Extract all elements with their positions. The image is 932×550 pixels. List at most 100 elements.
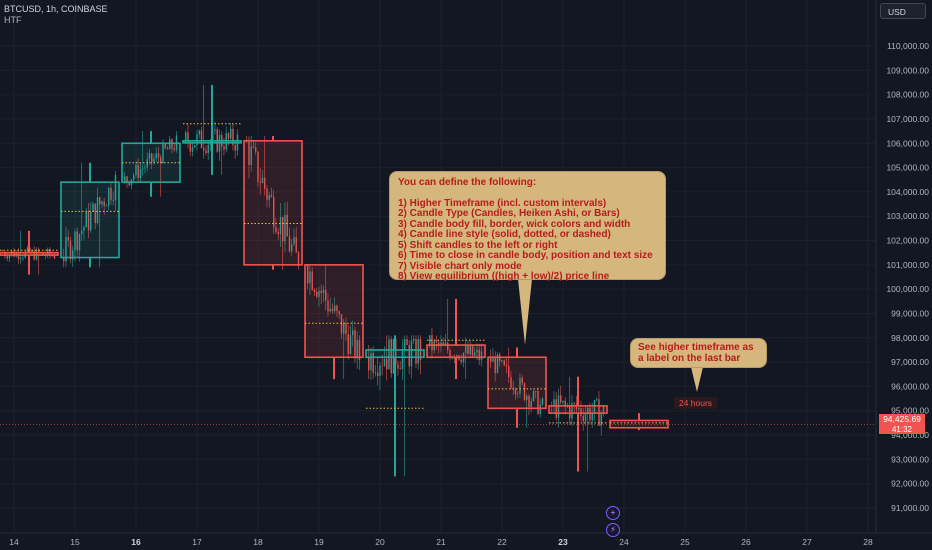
callout-line: 4) Candle line style (solid, dotted, or … xyxy=(398,229,611,240)
plus-circle-icon[interactable]: + xyxy=(606,506,620,520)
hourly-candle xyxy=(381,365,383,367)
hourly-candle xyxy=(87,211,90,231)
hourly-candle xyxy=(103,201,105,206)
y-tick-label: 109,000.00 xyxy=(886,65,929,75)
hourly-candle xyxy=(465,345,467,353)
hourly-candle xyxy=(580,408,582,416)
hourly-candle xyxy=(492,356,494,362)
y-tick-label: 92,000.00 xyxy=(891,479,929,489)
hourly-candle xyxy=(282,216,284,242)
y-tick-label: 100,000.00 xyxy=(886,284,929,294)
hourly-candle xyxy=(349,335,352,354)
callout-line: 6) Time to close in candle body, positio… xyxy=(398,250,653,261)
hourly-candle xyxy=(368,357,370,371)
hourly-candle xyxy=(6,256,8,259)
time-axis: 14 15 16 17 18 19 20 21 22 23 24 25 26 27 28 xyxy=(9,537,873,547)
y-tick-label: 93,000.00 xyxy=(891,454,929,464)
hourly-candle xyxy=(126,176,128,182)
hourly-candle xyxy=(390,339,392,374)
y-tick-label: 103,000.00 xyxy=(886,211,929,221)
hourly-candle xyxy=(410,340,413,367)
hourly-candle xyxy=(444,342,447,345)
chart-event-icons: + ⚡ xyxy=(606,506,620,540)
hourly-candle xyxy=(78,234,81,251)
hourly-candle xyxy=(469,345,471,355)
hourly-candle xyxy=(273,196,275,228)
hourly-candle xyxy=(480,351,483,361)
htf-candle-body xyxy=(548,405,608,414)
hourly-candle xyxy=(275,227,277,233)
hourly-candle xyxy=(460,359,462,363)
x-tick-label: 15 xyxy=(70,537,80,547)
hourly-candle xyxy=(539,404,541,415)
hourly-candle xyxy=(596,399,598,401)
hourly-candle xyxy=(286,214,288,237)
hourly-candle xyxy=(530,400,532,408)
hourly-candle xyxy=(575,403,578,410)
last-price-tag: 94,425.69 41:32 xyxy=(879,414,925,434)
callout-pointer xyxy=(691,367,703,392)
hourly-candle xyxy=(591,412,593,421)
hourly-candle xyxy=(329,308,331,312)
hourly-candle xyxy=(562,400,564,403)
hourly-candle xyxy=(379,365,381,376)
hourly-candle xyxy=(307,264,309,284)
hourly-candle xyxy=(196,134,198,146)
hourly-candle xyxy=(74,231,76,251)
hourly-candle xyxy=(582,415,584,422)
hourly-candle xyxy=(602,406,605,414)
callout-line: 2) Candle Type (Candles, Heiken Ashi, or… xyxy=(398,208,620,219)
hourly-candle xyxy=(537,391,539,415)
hourly-candle xyxy=(38,249,40,254)
hourly-candle xyxy=(85,211,87,228)
hourly-candle xyxy=(297,252,300,267)
hourly-candle xyxy=(191,147,194,152)
hourly-candle xyxy=(600,413,602,426)
hourly-candle xyxy=(347,334,349,354)
hourly-candle xyxy=(573,403,575,405)
y-tick-label: 95,000.00 xyxy=(891,406,929,416)
last-price-value: 94,425.69 xyxy=(883,414,921,424)
x-tick-label: 19 xyxy=(314,537,324,547)
hourly-candle xyxy=(203,148,205,151)
hourly-candle xyxy=(101,201,103,205)
equilibrium-lines xyxy=(0,123,668,424)
hourly-candle xyxy=(261,177,264,183)
currency-button[interactable]: USD xyxy=(880,3,926,19)
hourly-candle xyxy=(72,250,74,260)
hourly-candle xyxy=(252,146,255,148)
callout-line: 5) Shift candles to the left or right xyxy=(398,239,558,251)
hourly-candle xyxy=(501,360,503,362)
hourly-candle xyxy=(395,339,397,365)
htf-candle-body xyxy=(243,140,303,266)
hourly-candle xyxy=(264,177,266,189)
hourly-candle xyxy=(268,194,270,200)
hourly-candle xyxy=(474,352,476,356)
hourly-candle xyxy=(157,153,160,158)
hourly-candle xyxy=(383,359,386,366)
hourly-candle xyxy=(340,314,343,334)
hourly-candle xyxy=(83,227,85,231)
hourly-candle xyxy=(399,368,401,370)
symbol-title: BTCUSD, 1h, COINBASE xyxy=(4,4,108,14)
hourly-candle xyxy=(250,146,252,165)
bar-countdown: 41:32 xyxy=(891,424,913,434)
hourly-candle xyxy=(408,345,410,367)
y-tick-label: 104,000.00 xyxy=(886,187,929,197)
hourly-candle xyxy=(22,257,24,259)
hourly-candle xyxy=(288,236,291,252)
hourly-candle xyxy=(223,146,225,150)
htf-candle-body xyxy=(609,419,669,429)
hourly-candle xyxy=(334,305,336,312)
x-tick-label: 20 xyxy=(375,537,385,547)
hourly-candle xyxy=(164,143,166,149)
hourly-candle xyxy=(564,400,566,406)
hourly-candle xyxy=(476,349,478,353)
callout-pointer xyxy=(518,279,532,345)
y-tick-label: 110,000.00 xyxy=(887,41,929,51)
hourly-candle xyxy=(162,143,164,164)
indicator-name[interactable]: HTF xyxy=(4,15,22,25)
hourly-candle xyxy=(257,151,259,182)
hint-line: See higher timeframe as xyxy=(638,342,754,353)
lightning-icon[interactable]: ⚡ xyxy=(606,523,620,537)
